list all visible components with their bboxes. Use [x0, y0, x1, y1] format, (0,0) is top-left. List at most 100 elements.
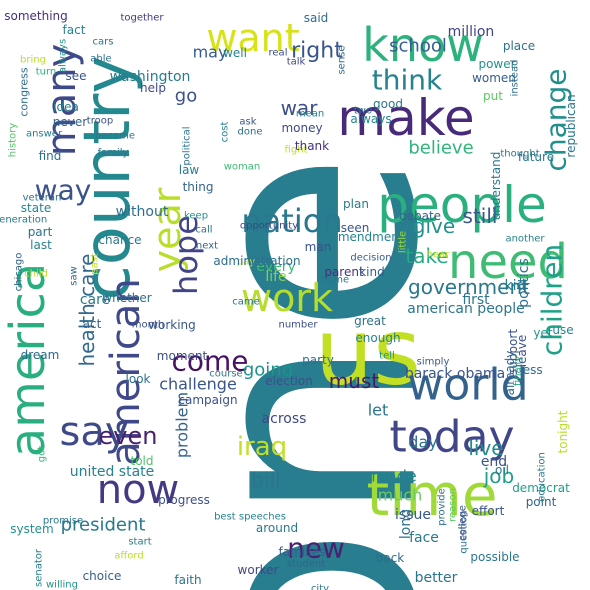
word-health-care: health care	[75, 253, 99, 366]
word-came: came	[232, 297, 260, 308]
word-provide: provide	[437, 488, 448, 526]
word-election: election	[265, 374, 313, 388]
word-simply: simply	[417, 357, 450, 368]
word-american-people: american people	[407, 301, 525, 317]
word-idea: idea	[53, 100, 79, 114]
word-another: another	[505, 234, 545, 245]
word-year: year	[145, 187, 189, 272]
word-seen: seen	[341, 221, 370, 235]
word-world: world	[407, 360, 528, 411]
word-take: take	[405, 244, 448, 268]
word-see: see	[65, 69, 86, 83]
word-plan: plan	[343, 197, 369, 211]
word-must: must	[329, 369, 380, 393]
word-city: city	[311, 584, 329, 590]
word-family: family	[98, 148, 129, 159]
word-us: us	[315, 299, 421, 406]
word-america: america	[0, 263, 56, 458]
word-change: change	[540, 68, 573, 171]
word-issue: issue	[395, 507, 431, 523]
word-government: government	[408, 275, 530, 299]
word-child: child	[24, 269, 48, 280]
word-better: better	[415, 570, 458, 586]
word-many: many	[39, 44, 85, 157]
word-together: together	[120, 13, 164, 24]
word-senator: senator	[34, 548, 45, 587]
word-mean: mean	[296, 109, 324, 120]
word-care: care	[80, 292, 110, 308]
word-less: less	[519, 363, 542, 377]
word-job: job	[483, 464, 515, 488]
word-now: now	[97, 467, 180, 513]
word-student: student	[287, 559, 325, 570]
word-faith: faith	[174, 573, 201, 587]
word-even: even	[99, 422, 158, 450]
word-next: next	[196, 241, 218, 252]
word-system: system	[10, 522, 53, 536]
word-told: told	[131, 454, 154, 468]
word-way: way	[35, 174, 92, 207]
word-use: use	[552, 323, 573, 337]
word-problem: problem	[173, 392, 192, 458]
word-school: school	[389, 36, 447, 57]
word-well: well	[223, 46, 247, 60]
word-work: work	[241, 276, 333, 320]
word-said: said	[304, 11, 329, 25]
word-hope: hope	[167, 215, 205, 295]
word-going: going	[243, 360, 293, 381]
word-give: give	[413, 214, 455, 238]
word-act: act	[83, 317, 102, 331]
word-woman: woman	[224, 162, 261, 173]
word-veteran: veteran	[23, 193, 62, 204]
word-new: new	[287, 532, 345, 565]
word-challenge: challenge	[159, 375, 237, 394]
word-choice: choice	[83, 569, 122, 583]
word-finally: finally	[513, 356, 524, 386]
word-cost: cost	[220, 122, 231, 143]
word-political: political	[182, 126, 193, 165]
word-always: always	[350, 112, 391, 126]
word-republican: republican	[564, 94, 578, 157]
word-law: law	[179, 163, 200, 177]
word-able: able	[90, 54, 111, 65]
word-iraq: iraq	[237, 432, 287, 462]
word-need: need	[448, 234, 568, 290]
word-course: course	[209, 369, 242, 380]
word-kid: kid	[505, 278, 526, 294]
word-still: still	[463, 204, 498, 228]
word-worker: worker	[238, 563, 279, 577]
word-answer: answer	[26, 129, 63, 140]
word-support: support	[506, 329, 520, 375]
word-hear: hear	[427, 250, 451, 261]
word-end: end	[481, 454, 507, 470]
word-united-state: united state	[70, 464, 155, 480]
word-made: made	[371, 467, 416, 486]
word-women: women	[472, 71, 516, 85]
word-find: find	[39, 149, 62, 163]
word-talk: talk	[287, 57, 306, 68]
word-sense: sense	[337, 45, 348, 74]
word-long: long	[398, 509, 414, 539]
word-politics: politics	[516, 258, 532, 308]
word-chicago: chicago	[14, 253, 25, 292]
word-administration: administration	[213, 254, 300, 268]
word-amendment: amendment	[330, 230, 403, 244]
word-progress: progress	[158, 493, 210, 507]
word-washington: washington	[110, 69, 191, 85]
word-live: live	[468, 436, 503, 460]
word-look: look	[126, 372, 151, 386]
word-troop: troop	[87, 116, 113, 127]
word-past: past	[90, 253, 101, 275]
word-make: make	[337, 89, 474, 147]
word-million: million	[448, 24, 495, 40]
word-first: first	[462, 292, 490, 308]
word-become: become	[95, 131, 135, 142]
word-opportunity: opportunity	[240, 221, 298, 232]
word-call: call	[195, 225, 212, 236]
word-barack-obama: barack obama	[405, 366, 505, 382]
word-man: man	[305, 240, 332, 254]
word-kind: kind	[359, 265, 385, 279]
word-willing: willing	[46, 580, 78, 590]
word-democrat: democrat	[512, 481, 570, 495]
